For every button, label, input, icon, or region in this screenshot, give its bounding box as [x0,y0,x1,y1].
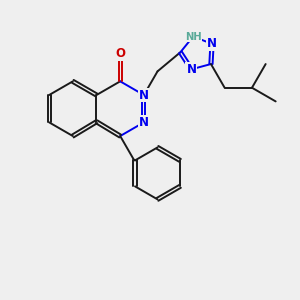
Text: O: O [115,47,125,61]
Text: N: N [207,37,217,50]
Text: N: N [139,88,149,101]
Text: NH: NH [185,32,201,42]
Text: N: N [186,63,197,76]
Text: N: N [139,116,149,129]
